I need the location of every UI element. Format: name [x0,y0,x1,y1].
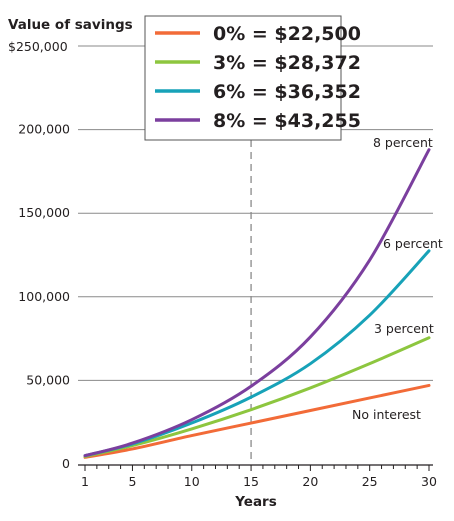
legend-label: 6% = $36,352 [213,81,361,103]
y-tick-labels: 0 50,000 100,000 150,000 200,000 [18,122,70,471]
series-line-6-percent [83,249,431,458]
x-tick-label: 10 [184,474,200,489]
series-label-6-percent: 6 percent [383,236,443,251]
x-tick-label: 15 [243,474,259,489]
legend-label: 0% = $22,500 [213,23,361,45]
y-tick-label: 150,000 [18,205,70,220]
series-line-no-interest [83,383,431,459]
y-tick-label: 50,000 [26,372,70,387]
series-label-8-percent: 8 percent [373,135,433,150]
x-tick-label: 1 [81,474,89,489]
series-label-3-percent: 3 percent [374,321,434,336]
series-line-8-percent [83,148,431,458]
legend: 0% = $22,500 3% = $28,372 6% = $36,352 8% =… [144,15,361,141]
x-tick-label: 30 [421,474,437,489]
legend-label: 8% = $43,255 [213,110,361,132]
series-line-3-percent [83,336,431,458]
series-label-no-interest: No interest [352,407,421,422]
x-tick-label: 25 [362,474,378,489]
x-tick-label: 5 [128,474,136,489]
y-tick-label: 200,000 [18,122,70,137]
series-lines [83,148,431,459]
y-axis-title: Value of savings [8,17,133,33]
y-top-label: $250,000 [8,39,68,54]
y-tick-label: 0 [62,456,70,471]
x-tick-label: 20 [302,474,318,489]
legend-label: 3% = $28,372 [213,52,361,74]
y-tick-label: 100,000 [18,289,70,304]
x-axis: 1 5 10 15 20 25 30 [78,464,437,489]
x-axis-title: Years [234,494,277,510]
